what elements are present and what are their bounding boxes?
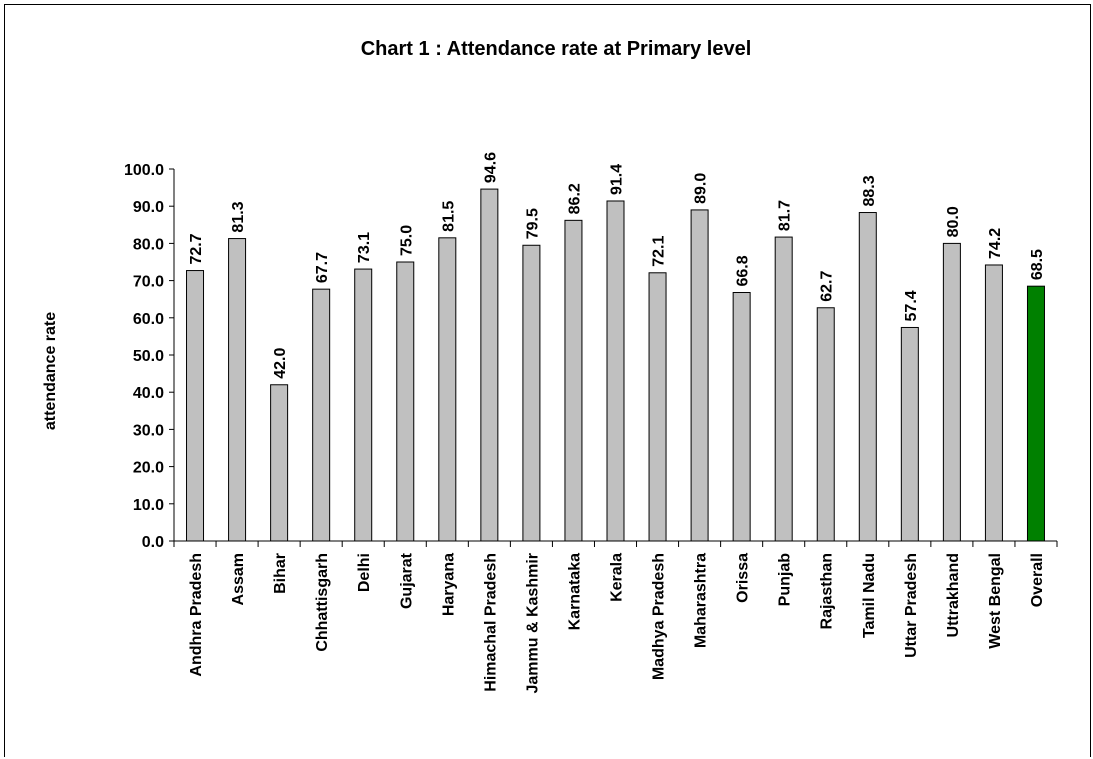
data-label: 89.0 xyxy=(693,173,710,204)
data-label: 81.7 xyxy=(777,200,794,231)
data-label: 81.3 xyxy=(230,201,247,232)
y-tick-label: 40.0 xyxy=(133,385,164,402)
x-tick-label: Kerala xyxy=(609,553,626,602)
data-label: 94.6 xyxy=(482,152,499,183)
x-tick-label: Haryana xyxy=(440,553,457,616)
data-label: 62.7 xyxy=(819,271,836,302)
bar xyxy=(186,270,205,542)
chart-frame: Chart 1 : Attendance rate at Primary lev… xyxy=(4,4,1091,757)
x-tick-label: Rajasthan xyxy=(819,553,836,629)
data-label: 42.0 xyxy=(272,348,289,379)
y-tick-label: 10.0 xyxy=(133,497,164,514)
bar xyxy=(270,384,289,542)
bar xyxy=(606,200,625,542)
data-label: 73.1 xyxy=(356,232,373,263)
x-tick-label: Delhi xyxy=(356,553,373,592)
bar xyxy=(438,237,457,542)
bar xyxy=(732,292,751,542)
x-tick-label: Uttrakhand xyxy=(945,553,962,637)
data-label: 86.2 xyxy=(566,183,583,214)
x-tick-label: Punjab xyxy=(777,553,794,607)
y-tick-label: 50.0 xyxy=(133,348,164,365)
x-tick-label: Maharashtra xyxy=(693,553,710,648)
bar-chart: Chart 1 : Attendance rate at Primary lev… xyxy=(42,38,1058,694)
x-tick-label: Madhya Pradesh xyxy=(651,553,668,680)
x-tick-label: Uttar Pradesh xyxy=(903,553,920,658)
data-label: 72.1 xyxy=(651,236,668,267)
data-label: 75.0 xyxy=(398,225,415,256)
x-tick-label: Chhattisgarh xyxy=(314,553,331,652)
x-tick-label: Himachal Pradesh xyxy=(482,553,499,692)
x-tick-label: Orissa xyxy=(735,553,752,603)
data-label: 67.7 xyxy=(314,252,331,283)
data-label: 88.3 xyxy=(861,175,878,206)
x-tick-label: West Bengal xyxy=(987,553,1004,649)
x-tick-label: Tamil Nadu xyxy=(861,553,878,638)
chart-title: Chart 1 : Attendance rate at Primary lev… xyxy=(361,38,752,60)
bar xyxy=(522,244,541,542)
y-tick-label: 20.0 xyxy=(133,460,164,477)
data-label: 66.8 xyxy=(735,255,752,286)
data-label: 81.5 xyxy=(440,201,457,232)
y-tick-label: 30.0 xyxy=(133,422,164,439)
bar xyxy=(312,288,331,542)
x-tick-label: Karnataka xyxy=(566,553,583,630)
bar xyxy=(984,264,1003,542)
y-axis-label: attendance rate xyxy=(42,312,59,430)
data-label: 68.5 xyxy=(1029,249,1046,280)
data-label: 80.0 xyxy=(945,206,962,237)
bar xyxy=(942,242,961,542)
bar xyxy=(354,268,373,542)
bar xyxy=(858,212,877,542)
bar xyxy=(480,188,499,542)
y-tick-label: 70.0 xyxy=(133,274,164,291)
x-tick-label: Gujarat xyxy=(398,552,415,609)
y-tick-label: 90.0 xyxy=(133,199,164,216)
x-tick-label: Assam xyxy=(230,553,247,605)
data-label: 74.2 xyxy=(987,228,1004,259)
bar xyxy=(690,209,709,542)
bar xyxy=(228,238,247,542)
y-tick-label: 0.0 xyxy=(142,534,164,551)
bar xyxy=(900,326,919,542)
data-label: 91.4 xyxy=(609,164,626,195)
bar xyxy=(396,261,415,542)
data-label: 72.7 xyxy=(188,233,205,264)
x-tick-label: Bihar xyxy=(272,553,289,594)
y-tick-label: 80.0 xyxy=(133,236,164,253)
bar xyxy=(774,236,793,542)
x-tick-label: Jammu & Kashmir xyxy=(524,553,541,694)
bar xyxy=(816,307,835,542)
bar xyxy=(564,219,583,542)
bar xyxy=(648,272,667,542)
x-tick-label: Overall xyxy=(1029,553,1046,607)
y-tick-label: 60.0 xyxy=(133,311,164,328)
y-tick-label: 100.0 xyxy=(124,162,164,179)
data-label: 79.5 xyxy=(524,208,541,239)
x-tick-label: Andhra Pradesh xyxy=(188,553,205,677)
data-label: 57.4 xyxy=(903,290,920,321)
plot-area: 0.0 10.0 20.0 30.0 40.0 50.0 60.0 70.0 80.0 90.0 1… xyxy=(124,152,1058,694)
bar xyxy=(1026,285,1045,542)
